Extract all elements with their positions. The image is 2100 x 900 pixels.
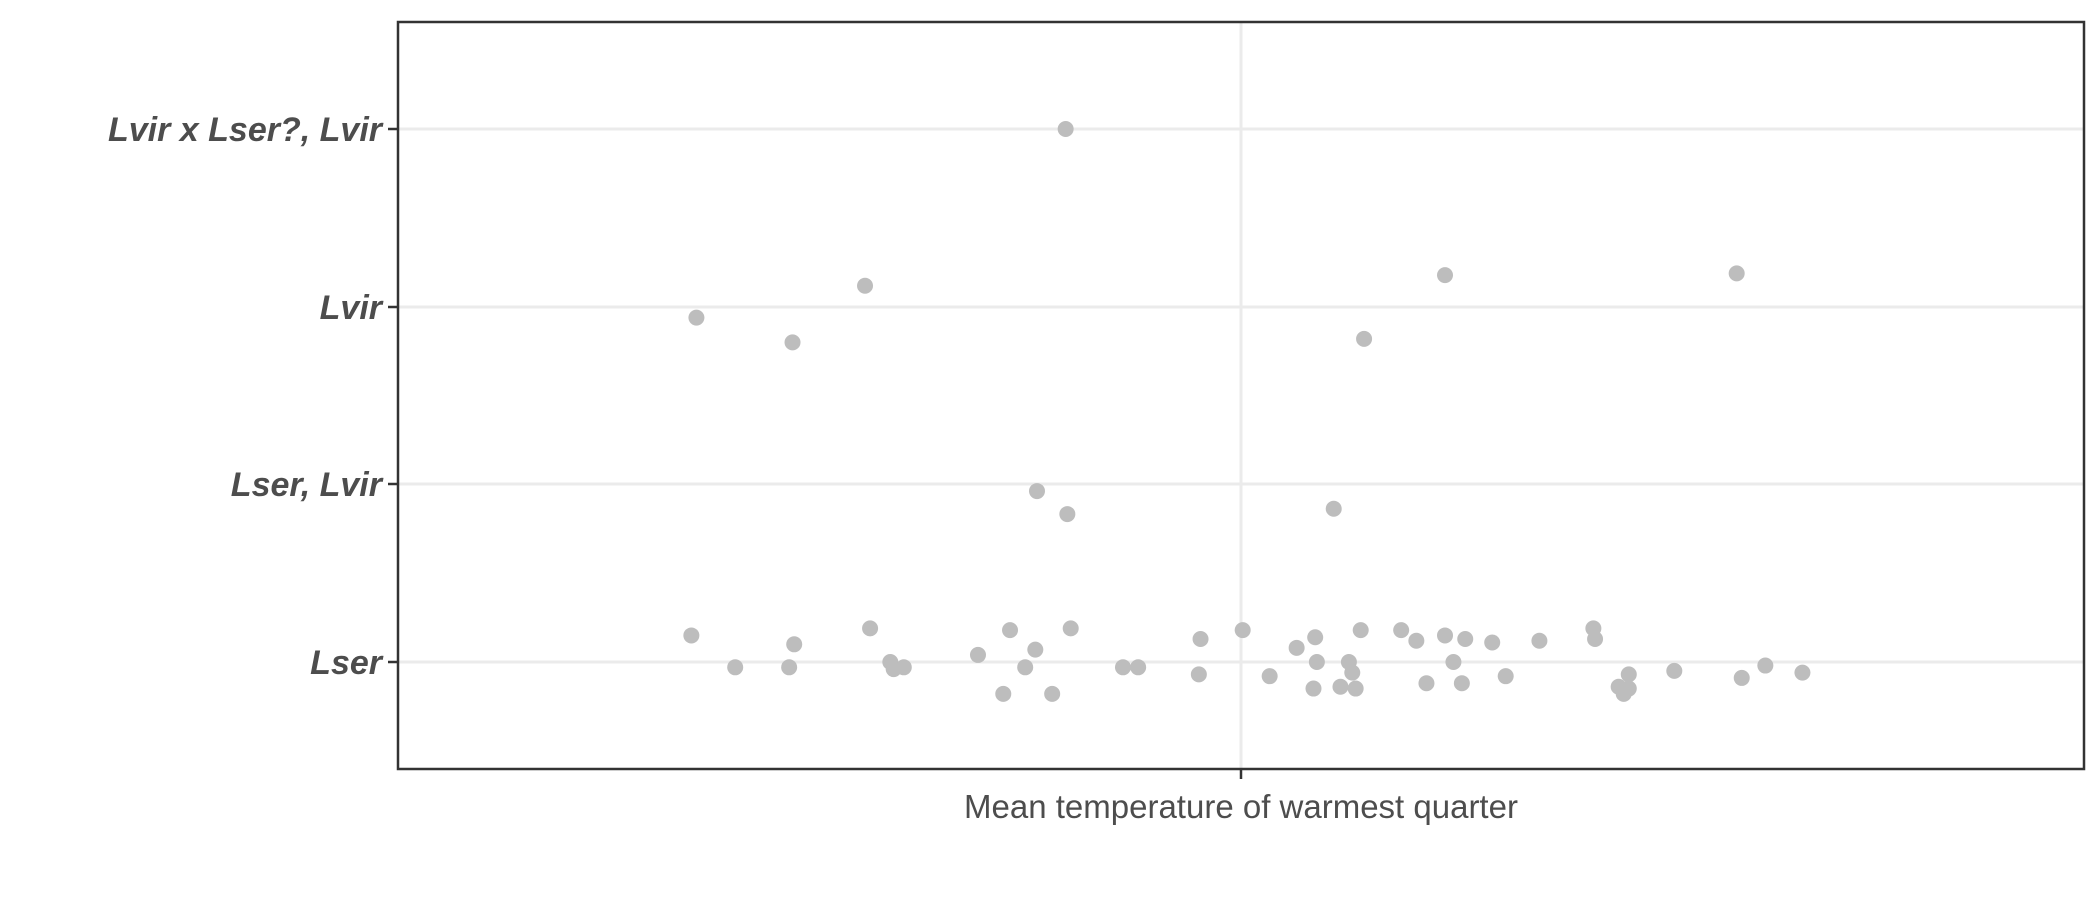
data-point — [1531, 632, 1548, 649]
data-point — [781, 659, 798, 676]
data-point — [1261, 668, 1278, 685]
data-point — [1437, 627, 1454, 644]
data-point — [995, 685, 1012, 702]
data-point — [1059, 506, 1076, 523]
data-point — [1418, 675, 1435, 692]
data-point — [683, 627, 700, 644]
data-point — [1457, 630, 1474, 647]
data-point — [1114, 659, 1131, 676]
data-point — [1130, 659, 1147, 676]
data-point — [1340, 654, 1357, 670]
data-point — [1733, 669, 1750, 686]
axes: Lser Lser, Lvir Lvir Lvir x Lser?, Lvir — [108, 111, 1243, 779]
data-point — [1445, 654, 1462, 670]
data-point — [1757, 657, 1774, 674]
data-point — [1794, 664, 1811, 681]
data-point — [1307, 629, 1324, 646]
grid — [398, 22, 2084, 769]
data-point — [1620, 666, 1637, 683]
data-point — [1728, 265, 1745, 282]
data-point — [1484, 634, 1501, 651]
data-point — [1288, 639, 1305, 656]
data-point — [1497, 668, 1514, 685]
y-tick-label: Lser — [310, 644, 384, 682]
data-point — [1356, 330, 1373, 347]
data-point — [784, 334, 801, 351]
data-points — [683, 121, 1811, 702]
data-point — [786, 636, 803, 653]
data-point — [1057, 121, 1074, 137]
data-point — [1347, 680, 1364, 697]
data-point — [1325, 500, 1342, 517]
data-point — [1352, 622, 1369, 639]
data-point — [862, 620, 879, 637]
data-point — [1002, 622, 1019, 639]
x-axis-title: Mean temperature of warmest quarter — [964, 788, 1518, 825]
data-point — [688, 309, 705, 326]
y-tick-label: Lvir x Lser?, Lvir — [108, 111, 384, 149]
data-point — [1017, 659, 1034, 676]
data-point — [857, 277, 874, 294]
data-point — [1585, 620, 1602, 637]
data-point — [969, 646, 986, 663]
data-point — [1305, 680, 1322, 697]
data-point — [1308, 654, 1325, 670]
data-point — [1393, 622, 1410, 639]
y-tick-label: Lvir — [320, 289, 384, 327]
data-point — [1190, 666, 1207, 683]
data-point — [727, 659, 744, 676]
data-point — [1062, 620, 1079, 637]
data-point — [1028, 483, 1045, 500]
data-point — [1027, 641, 1044, 658]
data-point — [1044, 685, 1061, 702]
data-point — [1332, 678, 1349, 695]
data-point — [1453, 675, 1470, 692]
data-point — [1408, 632, 1425, 649]
data-point — [895, 659, 912, 676]
data-point — [1192, 630, 1209, 647]
data-point — [1666, 662, 1683, 679]
data-point — [1620, 680, 1637, 697]
y-tick-label: Lser, Lvir — [231, 466, 384, 504]
data-point — [1437, 267, 1454, 284]
data-point — [1234, 622, 1251, 639]
